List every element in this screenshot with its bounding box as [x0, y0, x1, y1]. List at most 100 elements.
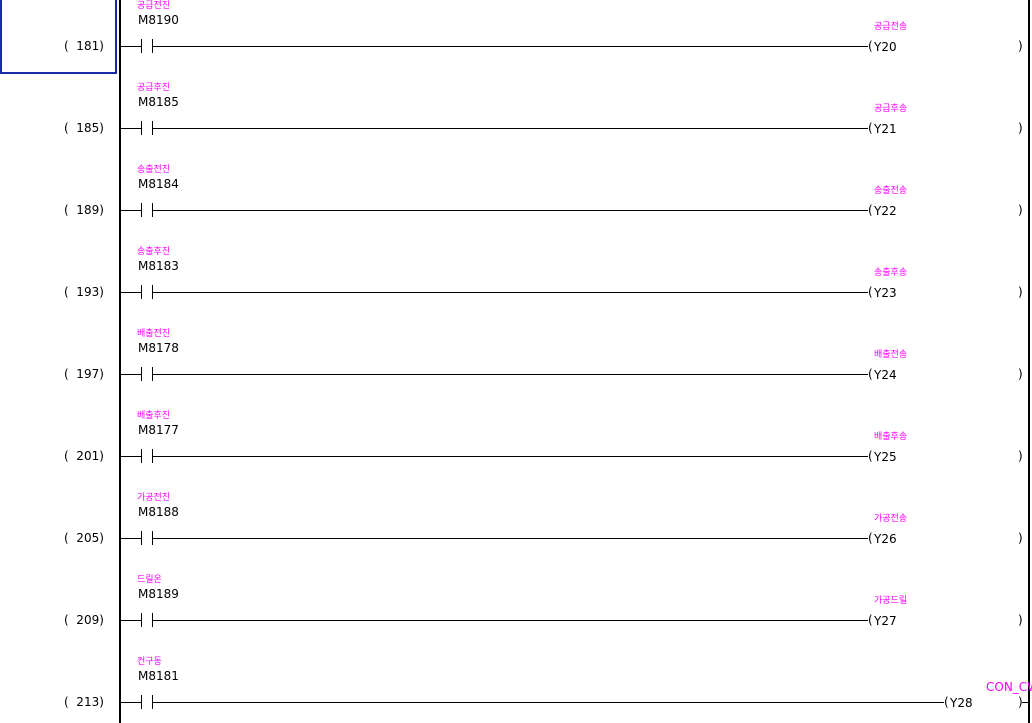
rung-wire	[121, 620, 141, 621]
rung-wire	[153, 292, 868, 293]
rung[interactable]: ( 193) 송출후진 M8183 송출후송(Y23)	[0, 0, 1032, 300]
step-number: ( 181)	[64, 39, 104, 53]
contact-device[interactable]: M8181	[138, 669, 179, 683]
contact-symbol[interactable]	[141, 203, 153, 217]
coil-comment: 배출후송	[874, 432, 908, 442]
contact-device[interactable]: M8188	[138, 505, 179, 519]
coil-left-paren: (	[868, 531, 873, 545]
contact-device[interactable]: M8177	[138, 423, 179, 437]
coil-device[interactable]: Y20	[874, 40, 897, 54]
coil-comment: 가공전송	[874, 514, 908, 524]
rung[interactable]: ( 205) 가공전진 M8188 가공전송(Y26)	[0, 0, 1032, 546]
coil-device[interactable]: Y22	[874, 204, 897, 218]
rung-wire	[153, 702, 944, 703]
contact-device[interactable]: M8189	[138, 587, 179, 601]
contact-comment: 컨구동	[137, 657, 162, 667]
rung-wire	[1022, 702, 1028, 703]
coil-device[interactable]: Y26	[874, 532, 897, 546]
contact-device[interactable]: M8190	[138, 13, 179, 27]
contact-symbol[interactable]	[141, 367, 153, 381]
coil-comment: 가공드릴	[874, 596, 908, 606]
contact-comment: 공급후진	[137, 83, 171, 93]
coil-device[interactable]: Y23	[874, 286, 897, 300]
contact-device[interactable]: M8185	[138, 95, 179, 109]
contact-comment: 공급전진	[137, 1, 171, 11]
rung-wire	[153, 456, 868, 457]
coil-left-paren: (	[868, 367, 873, 381]
step-number: ( 205)	[64, 531, 104, 545]
rung-wire	[121, 128, 141, 129]
contact-comment: 배출후진	[137, 411, 171, 421]
rung-wire	[121, 292, 141, 293]
rung[interactable]: ( 181) 공급전진 M8190 공급전송(Y20)	[0, 0, 1032, 82]
rung-wire	[153, 538, 868, 539]
contact-comment: 송출전진	[137, 165, 171, 175]
coil-right-paren: )	[1018, 613, 1023, 627]
rung-wire	[153, 46, 868, 47]
coil-left-paren: (	[868, 39, 873, 53]
rung-wire	[121, 46, 141, 47]
contact-symbol[interactable]	[141, 613, 153, 627]
contact-device[interactable]: M8184	[138, 177, 179, 191]
contact-device[interactable]: M8178	[138, 341, 179, 355]
coil-right-paren: )	[1018, 449, 1023, 463]
step-number: ( 201)	[64, 449, 104, 463]
contact-comment: 송출후진	[137, 247, 171, 257]
contact-comment: 드릴온	[137, 575, 162, 585]
rung-wire	[121, 374, 141, 375]
coil-comment: 송출전송	[874, 186, 908, 196]
edit-cursor[interactable]	[0, 0, 117, 74]
contact-symbol[interactable]	[141, 449, 153, 463]
coil-comment: CON_CW	[986, 680, 1032, 694]
step-number: ( 193)	[64, 285, 104, 299]
rung-wire	[121, 210, 141, 211]
rung[interactable]: ( 189) 송출전진 M8184 송출전송(Y22)	[0, 0, 1032, 218]
contact-symbol[interactable]	[141, 121, 153, 135]
rung-wire	[153, 374, 868, 375]
coil-device[interactable]: Y28	[950, 696, 973, 710]
coil-comment: 배출전송	[874, 350, 908, 360]
coil-right-paren: )	[1018, 203, 1023, 217]
coil-device[interactable]: Y25	[874, 450, 897, 464]
rung-wire	[121, 702, 141, 703]
coil-device[interactable]: Y24	[874, 368, 897, 382]
coil-device[interactable]: Y27	[874, 614, 897, 628]
coil-comment: 송출후송	[874, 268, 908, 278]
coil-right-paren: )	[1018, 39, 1023, 53]
rung-wire	[153, 210, 868, 211]
coil-left-paren: (	[868, 285, 873, 299]
coil-left-paren: (	[868, 121, 873, 135]
coil-left-paren: (	[944, 695, 949, 709]
step-number: ( 213)	[64, 695, 104, 709]
contact-symbol[interactable]	[141, 39, 153, 53]
coil-right-paren: )	[1018, 121, 1023, 135]
rung[interactable]: ( 201) 배출후진 M8177 배출후송(Y25)	[0, 0, 1032, 464]
coil-right-paren: )	[1018, 285, 1023, 299]
step-number: ( 209)	[64, 613, 104, 627]
coil-right-paren: )	[1018, 367, 1023, 381]
rung-wire	[153, 128, 868, 129]
contact-device[interactable]: M8183	[138, 259, 179, 273]
coil-right-paren: )	[1018, 695, 1023, 709]
rung[interactable]: ( 185) 공급후진 M8185 공급후송(Y21)	[0, 0, 1032, 136]
rung[interactable]: ( 197) 배출전진 M8178 배출전송(Y24)	[0, 0, 1032, 382]
rung-wire	[153, 620, 868, 621]
coil-left-paren: (	[868, 449, 873, 463]
coil-right-paren: )	[1018, 531, 1023, 545]
rung-wire	[121, 456, 141, 457]
coil-left-paren: (	[868, 613, 873, 627]
contact-symbol[interactable]	[141, 531, 153, 545]
coil-device[interactable]: Y21	[874, 122, 897, 136]
right-power-rail	[1028, 0, 1030, 723]
contact-symbol[interactable]	[141, 285, 153, 299]
contact-comment: 배출전진	[137, 329, 171, 339]
contact-comment: 가공전진	[137, 493, 171, 503]
coil-comment: 공급후송	[874, 104, 908, 114]
rung[interactable]: ( 209) 드릴온 M8189 가공드릴(Y27)	[0, 0, 1032, 628]
coil-left-paren: (	[868, 203, 873, 217]
step-number: ( 197)	[64, 367, 104, 381]
contact-symbol[interactable]	[141, 695, 153, 709]
left-power-rail	[119, 0, 121, 723]
